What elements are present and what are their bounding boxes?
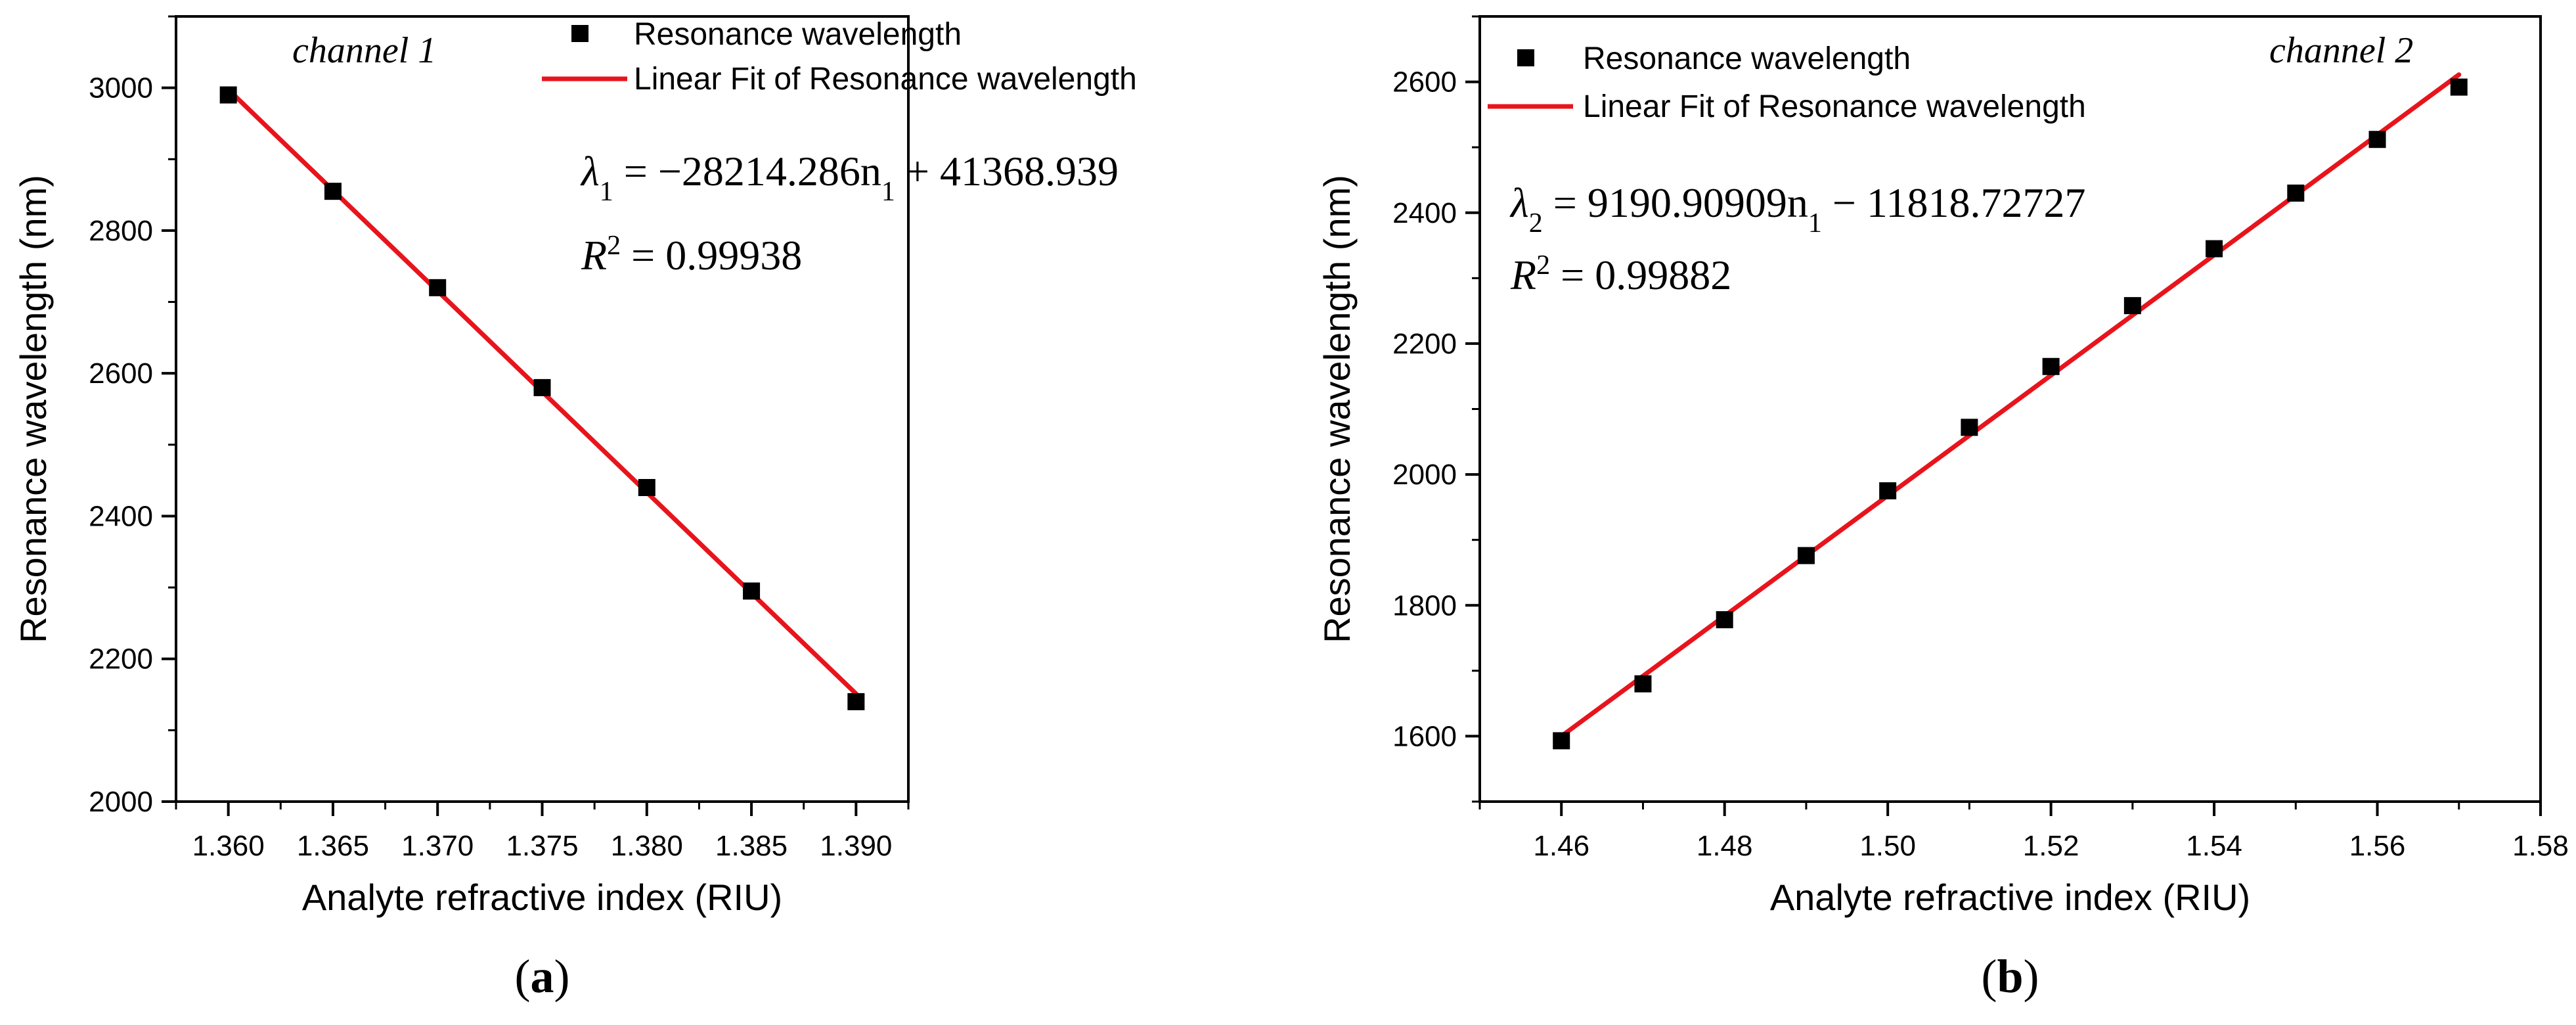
x-tick-label: 1.370 <box>401 830 474 862</box>
data-point <box>219 86 237 104</box>
legend-label-fit: Linear Fit of Resonance wavelength <box>1583 89 2086 124</box>
y-axis-title: Resonance wavelength (nm) <box>1316 175 1358 643</box>
data-point <box>1879 482 1897 499</box>
equation-lhs-subscript: 2 <box>1529 208 1543 239</box>
y-tick-label: 1800 <box>1392 589 1457 622</box>
caption-open-paren: ( <box>1981 950 1997 1003</box>
y-tick-label: 2400 <box>1392 197 1457 229</box>
x-axis-title: Analyte refractive index (RIU) <box>302 877 782 918</box>
x-tick-label: 1.375 <box>506 830 578 862</box>
y-tick-label: 1600 <box>1392 720 1457 752</box>
data-point <box>2123 297 2141 315</box>
x-tick-label: 1.390 <box>820 830 892 862</box>
r-squared-symbol: R <box>581 232 607 279</box>
x-tick-label: 1.54 <box>2186 830 2242 862</box>
r-squared-value: = 0.99882 <box>1550 252 1731 298</box>
x-tick-label: 1.385 <box>715 830 788 862</box>
data-point <box>1716 611 1733 629</box>
chart-panel-a: 1.360 1.365 1.370 1.375 1.380 1.385 1.390 2000 2… <box>12 15 1137 1003</box>
plot-frame <box>175 15 910 803</box>
data-point <box>2287 184 2305 202</box>
data-point <box>743 582 761 600</box>
data-point <box>533 378 551 396</box>
data-point <box>324 183 342 200</box>
legend-marker <box>571 25 588 42</box>
x-tick-label: 1.58 <box>2512 830 2569 862</box>
equation-intercept: + 41368.939 <box>895 148 1119 194</box>
panel-caption: (b) <box>1981 950 2039 1003</box>
equation-variable-subscript: 1 <box>881 177 895 207</box>
r-squared-value: = 0.99938 <box>621 232 802 279</box>
x-tick-label: 1.360 <box>192 830 265 862</box>
data-point <box>2206 240 2223 258</box>
x-tick-label: 1.52 <box>2023 830 2079 862</box>
equation-rhs: = −28214.286n <box>613 148 881 194</box>
legend-label-points: Resonance wavelength <box>634 17 962 52</box>
y-tick-label: 2200 <box>1392 328 1457 360</box>
caption-letter: a <box>531 950 554 1003</box>
x-tick-label: 1.365 <box>297 830 369 862</box>
y-tick-label: 2000 <box>89 786 153 818</box>
panel-caption: (a) <box>515 950 570 1003</box>
equation-intercept: − 11818.72727 <box>1822 179 2086 226</box>
equation-lhs: λ <box>580 148 600 194</box>
equation-lhs: λ <box>1509 179 1529 226</box>
equation-variable-subscript: 1 <box>1808 208 1822 239</box>
data-point <box>2450 78 2468 96</box>
r-squared-superscript: 2 <box>607 231 621 261</box>
y-tick-label: 2800 <box>89 215 153 247</box>
legend-label-points: Resonance wavelength <box>1583 41 1911 76</box>
r-squared: R2 = 0.99938 <box>581 231 802 279</box>
data-point <box>2368 131 2386 148</box>
y-tick-label: 2200 <box>89 643 153 675</box>
y-tick-label: 2400 <box>89 500 153 532</box>
data-point <box>1553 732 1570 750</box>
fit-equation: λ1 = −28214.286n1 + 41368.939 <box>580 148 1119 207</box>
r-squared-symbol: R <box>1510 252 1536 298</box>
y-axis-title: Resonance wavelength (nm) <box>12 175 54 643</box>
x-tick-label: 1.46 <box>1533 830 1589 862</box>
y-tick-label: 2600 <box>1392 66 1457 99</box>
x-tick-label: 1.48 <box>1697 830 1753 862</box>
chart-panel-b: 1.46 1.48 1.50 1.52 1.54 1.56 1.58 1600 1800 2000… <box>1316 15 2569 1003</box>
data-point <box>1961 419 1978 436</box>
data-point <box>429 279 447 296</box>
data-point <box>847 693 865 710</box>
equation-rhs: = 9190.90909n <box>1543 179 1808 226</box>
y-tick-label: 3000 <box>89 72 153 104</box>
data-point <box>2042 357 2060 375</box>
data-point <box>1797 547 1815 564</box>
legend-label-fit: Linear Fit of Resonance wavelength <box>634 62 1137 97</box>
equation-lhs-subscript: 1 <box>600 177 613 207</box>
data-point <box>1634 675 1652 693</box>
legend-marker <box>1517 49 1534 66</box>
channel-label: channel 2 <box>2269 30 2413 71</box>
x-tick-label: 1.50 <box>1859 830 1916 862</box>
x-tick-label: 1.56 <box>2349 830 2406 862</box>
channel-label: channel 1 <box>292 30 436 71</box>
x-tick-label: 1.380 <box>611 830 683 862</box>
x-axis-title: Analyte refractive index (RIU) <box>1770 877 2250 918</box>
r-squared-superscript: 2 <box>1536 250 1550 281</box>
fit-equation: λ2 = 9190.90909n1 − 11818.72727 <box>1509 179 2086 239</box>
caption-open-paren: ( <box>515 950 531 1003</box>
data-point <box>638 479 655 496</box>
caption-letter: b <box>1997 950 2023 1003</box>
y-tick-label: 2000 <box>1392 459 1457 491</box>
caption-close-paren: ) <box>554 950 570 1003</box>
fit-line <box>1559 72 2462 739</box>
r-squared: R2 = 0.99882 <box>1510 250 1731 298</box>
y-tick-label: 2600 <box>89 357 153 390</box>
caption-close-paren: ) <box>2024 950 2039 1003</box>
